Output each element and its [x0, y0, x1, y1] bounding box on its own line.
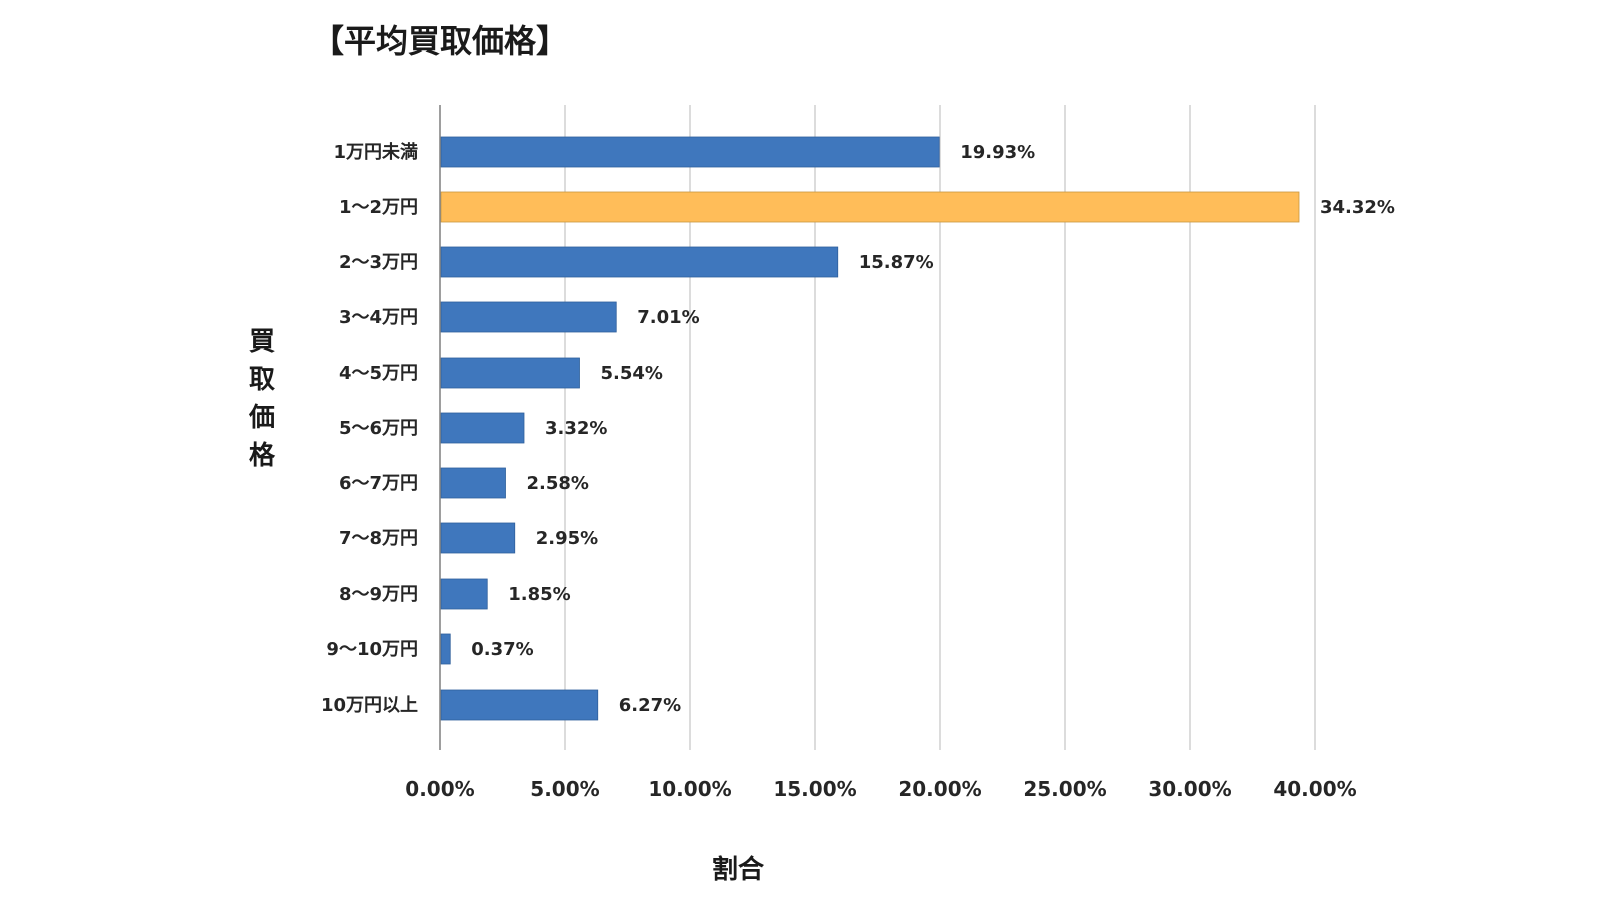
- data-label: 34.32%: [1320, 197, 1395, 218]
- data-label: 15.87%: [859, 252, 934, 273]
- data-label: 5.54%: [601, 363, 663, 384]
- y-axis-title: 買取価格: [248, 327, 276, 471]
- x-tick-labels: 0.00% 5.00% 10.00% 15.00% 20.00% 25.00% 30.00%…: [405, 777, 1356, 801]
- bar: [440, 689, 599, 721]
- category-label: 3～4万円: [339, 307, 418, 328]
- x-tick-label: 0.00%: [405, 777, 474, 801]
- category-label: 9～10万円: [326, 639, 418, 660]
- x-tick-label: 25.00%: [1023, 777, 1106, 801]
- y-axis-title-char: 価: [248, 403, 275, 433]
- bar: [440, 357, 580, 389]
- bar: [440, 136, 940, 168]
- x-tick-label: 10.00%: [648, 777, 731, 801]
- category-label: 10万円以上: [321, 695, 418, 716]
- category-label: 1～2万円: [339, 197, 418, 218]
- data-label: 1.85%: [508, 584, 570, 605]
- bar: [440, 301, 617, 333]
- bar: [440, 522, 516, 554]
- value-labels: 19.93% 34.32% 15.87% 7.01% 5.54% 3.32% 2.58% 2.…: [471, 142, 1395, 716]
- bar: [440, 633, 451, 665]
- category-label: 7～8万円: [339, 528, 418, 549]
- bar: [440, 191, 1300, 223]
- x-tick-label: 30.00%: [1148, 777, 1231, 801]
- category-label: 5～6万円: [339, 418, 418, 439]
- bars: [440, 136, 1300, 721]
- category-label: 8～9万円: [339, 584, 418, 605]
- category-label: 6～7万円: [339, 473, 418, 494]
- category-label: 4～5万円: [339, 363, 418, 384]
- bar: [440, 412, 525, 444]
- data-label: 2.58%: [527, 473, 589, 494]
- y-axis-title-char: 取: [249, 365, 275, 395]
- data-label: 7.01%: [637, 307, 699, 328]
- x-tick-label: 40.00%: [1273, 777, 1356, 801]
- category-labels: 1万円未満 1～2万円 2～3万円 3～4万円 4～5万円 5～6万円 6～7万円 7～8万円…: [321, 141, 418, 716]
- x-tick-label: 20.00%: [898, 777, 981, 801]
- x-tick-label: 15.00%: [773, 777, 856, 801]
- bar: [440, 578, 488, 610]
- data-label: 3.32%: [545, 418, 607, 439]
- data-label: 2.95%: [536, 528, 598, 549]
- bar: [440, 246, 839, 278]
- category-label: 2～3万円: [339, 252, 418, 273]
- x-axis-title: 割合: [712, 854, 765, 885]
- bar: [440, 467, 506, 499]
- chart-title: 【平均買取価格】: [312, 22, 568, 60]
- data-label: 19.93%: [960, 142, 1035, 163]
- data-label: 0.37%: [471, 639, 533, 660]
- y-axis-title-char: 買: [249, 327, 275, 357]
- y-axis-title-char: 格: [249, 440, 276, 471]
- data-label: 6.27%: [619, 695, 681, 716]
- category-label: 1万円未満: [333, 141, 418, 163]
- x-tick-label: 5.00%: [530, 777, 599, 801]
